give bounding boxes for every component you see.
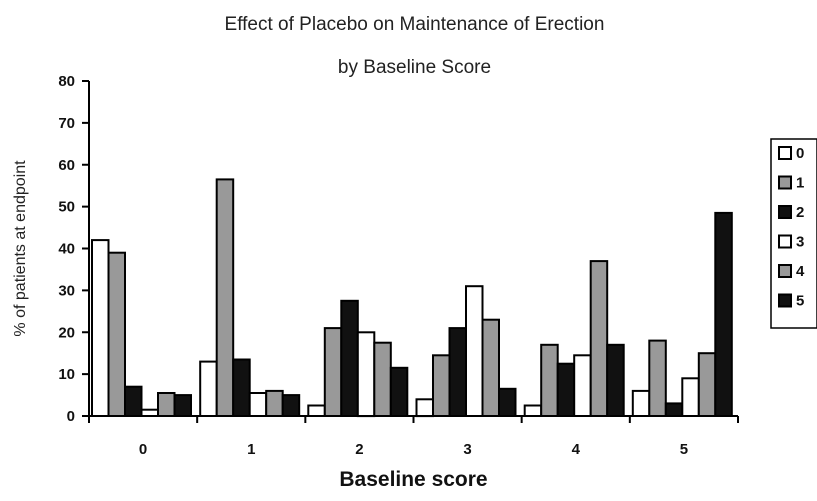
bar-cat1-series4 xyxy=(265,389,284,417)
legend-swatch-3 xyxy=(778,234,792,249)
bar-cat3-series1 xyxy=(432,354,451,417)
x-tick-label-2: 2 xyxy=(355,441,363,458)
bar-cat5-series3 xyxy=(681,377,700,417)
y-tick-label-10: 10 xyxy=(58,366,75,383)
bar-cat0-series1 xyxy=(107,251,126,417)
legend-label-0: 0 xyxy=(796,145,804,162)
bar-cat0-series2 xyxy=(124,385,143,418)
bar-cat1-series1 xyxy=(215,178,235,417)
x-tick-label-4: 4 xyxy=(572,441,581,458)
bar-cat5-series2 xyxy=(664,402,684,417)
bar-cat4-series5 xyxy=(606,343,625,417)
y-tick-label-0: 0 xyxy=(67,408,75,425)
x-tick-label-0: 0 xyxy=(139,441,147,458)
bar-cat2-series5 xyxy=(389,366,409,417)
chart-title: Effect of Placebo on Maintenance of Erec… xyxy=(224,14,605,35)
bar-cat3-series2 xyxy=(448,327,467,418)
bar-cat5-series5 xyxy=(714,211,733,417)
bar-cat0-series0 xyxy=(91,239,110,417)
legend-swatch-4 xyxy=(778,264,792,278)
y-tick-label-80: 80 xyxy=(58,73,75,90)
bar-cat0-series5 xyxy=(173,394,192,418)
x-axis-label: Baseline score xyxy=(339,468,488,491)
y-tick-label-30: 30 xyxy=(58,282,75,299)
legend-label-2: 2 xyxy=(796,204,804,221)
bar-cat1-series2 xyxy=(232,358,251,417)
y-tick-label-20: 20 xyxy=(58,324,75,341)
bar-cat2-series0 xyxy=(307,404,326,417)
bar-cat0-series4 xyxy=(157,392,176,417)
bar-cat3-series0 xyxy=(415,398,434,418)
y-tick-label-60: 60 xyxy=(58,157,75,174)
bar-cat4-series2 xyxy=(556,362,576,418)
legend-swatch-2 xyxy=(778,205,792,219)
bar-cat4-series1 xyxy=(540,343,559,417)
bar-cat4-series4 xyxy=(589,260,609,417)
y-axis-label: % of patients at endpoint xyxy=(12,160,29,337)
bar-cat5-series0 xyxy=(631,389,651,417)
legend-label-3: 3 xyxy=(796,234,804,251)
legend-label-5: 5 xyxy=(796,293,804,310)
bar-cat2-series1 xyxy=(323,327,343,418)
bar-cat2-series4 xyxy=(373,341,392,418)
legend-swatch-1 xyxy=(778,175,792,190)
bar-cat4-series3 xyxy=(573,354,592,417)
legend-label-1: 1 xyxy=(796,175,804,192)
y-tick-label-70: 70 xyxy=(58,115,75,132)
y-tick-label-40: 40 xyxy=(58,241,75,258)
legend-swatch-0 xyxy=(778,146,792,160)
bar-cat3-series5 xyxy=(498,387,517,417)
bar-cat2-series3 xyxy=(356,331,376,418)
legend-box xyxy=(770,138,817,329)
y-tick-label-50: 50 xyxy=(58,199,75,216)
bar-cat1-series3 xyxy=(248,392,268,417)
bar-cat3-series3 xyxy=(465,285,484,418)
bar-cat1-series0 xyxy=(199,360,218,418)
x-tick-label-5: 5 xyxy=(680,441,688,458)
bar-cat5-series4 xyxy=(697,352,717,418)
x-tick-label-1: 1 xyxy=(247,441,255,458)
legend-label-4: 4 xyxy=(796,263,805,280)
bar-cat1-series5 xyxy=(281,394,301,418)
bar-cat2-series2 xyxy=(340,299,359,417)
bar-cat5-series1 xyxy=(648,339,667,418)
legend-swatch-5 xyxy=(778,293,792,308)
x-tick-label-3: 3 xyxy=(463,441,471,458)
chart-subtitle: by Baseline Score xyxy=(337,57,492,78)
bar-cat3-series4 xyxy=(481,318,500,418)
bar-cat4-series0 xyxy=(523,404,543,417)
